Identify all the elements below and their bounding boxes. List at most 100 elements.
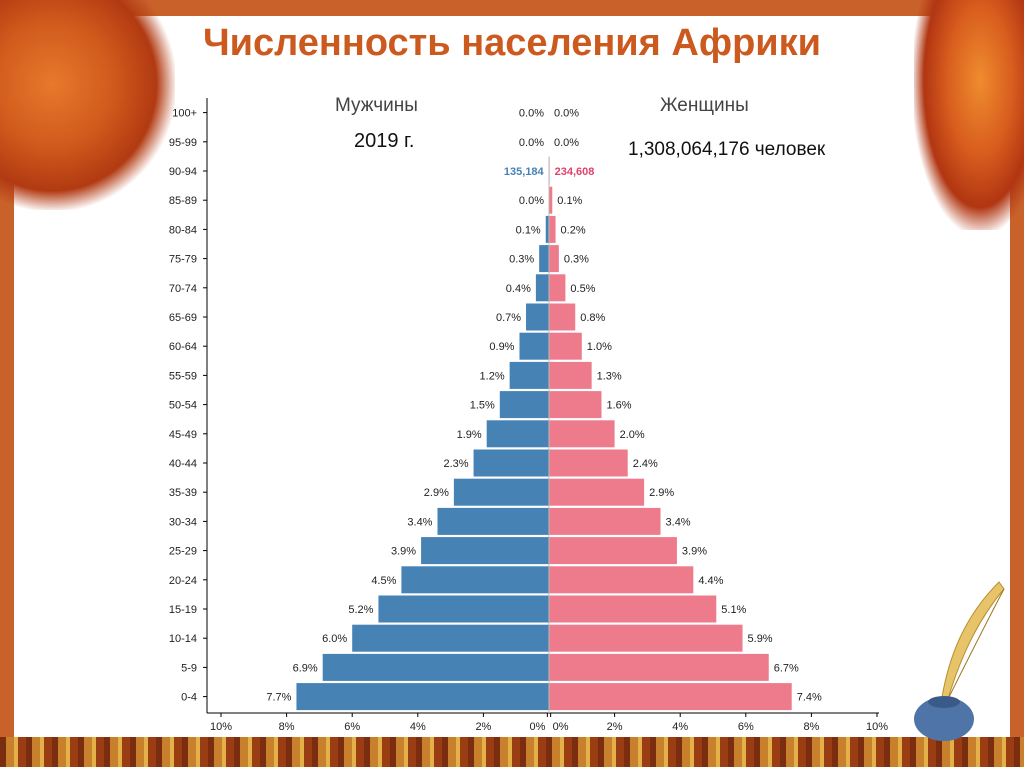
female-bar: [549, 332, 582, 360]
male-value-label: 0.0%: [519, 137, 544, 149]
female-bar: [549, 186, 553, 214]
male-bar: [486, 420, 549, 448]
frame-bottom-border: [0, 737, 1024, 767]
female-value-label: 234,608: [555, 166, 595, 178]
female-bar: [549, 595, 717, 623]
x-tick-label: 6%: [344, 721, 360, 733]
x-tick-label: 6%: [738, 721, 754, 733]
male-value-label: 3.9%: [391, 546, 416, 558]
x-tick-label: 0%: [553, 721, 569, 733]
y-tick-label: 5-9: [181, 662, 197, 674]
female-value-label: 0.0%: [554, 137, 579, 149]
female-bar: [549, 391, 602, 419]
male-value-label: 2.3%: [443, 458, 468, 470]
male-value-label: 0.9%: [489, 341, 514, 353]
y-tick-label: 70-74: [169, 283, 197, 295]
male-value-label: 1.5%: [470, 400, 495, 412]
female-bar: [549, 420, 615, 448]
female-bar: [549, 449, 628, 477]
male-value-label: 1.2%: [480, 370, 505, 382]
x-tick-label: 4%: [672, 721, 688, 733]
y-tick-label: 75-79: [169, 254, 197, 266]
y-tick-label: 15-19: [169, 604, 197, 616]
male-bar: [296, 683, 549, 711]
y-tick-label: 90-94: [169, 166, 197, 178]
female-value-label: 1.0%: [587, 341, 612, 353]
y-tick-label: 45-49: [169, 429, 197, 441]
female-bar: [549, 537, 677, 565]
male-bar: [453, 478, 549, 506]
male-value-label: 2.9%: [424, 487, 449, 499]
male-value-label: 6.9%: [293, 662, 318, 674]
male-bar: [473, 449, 549, 477]
female-value-label: 2.9%: [649, 487, 674, 499]
female-value-label: 3.9%: [682, 546, 707, 558]
slide-title: Численность населения Африки: [202, 22, 822, 64]
male-value-label: 5.2%: [348, 604, 373, 616]
y-tick-label: 65-69: [169, 312, 197, 324]
male-bar: [437, 507, 549, 535]
male-bar: [545, 215, 549, 243]
female-value-label: 2.4%: [633, 458, 658, 470]
female-bar: [549, 683, 792, 711]
male-value-label: 6.0%: [322, 633, 347, 645]
y-tick-label: 20-24: [169, 575, 197, 587]
female-value-label: 2.0%: [620, 429, 645, 441]
female-bar: [549, 361, 592, 389]
female-value-label: 0.0%: [554, 108, 579, 120]
male-value-label: 0.0%: [519, 195, 544, 207]
x-tick-label: 2%: [607, 721, 623, 733]
male-value-label: 1.9%: [457, 429, 482, 441]
male-bar: [535, 274, 549, 302]
y-tick-label: 95-99: [169, 137, 197, 149]
male-bar: [378, 595, 549, 623]
y-tick-label: 50-54: [169, 400, 197, 412]
autumn-leaves-left-decoration: [0, 0, 175, 210]
female-bar: [549, 245, 559, 273]
female-bar: [549, 624, 743, 652]
year-label: 2019 г.: [354, 130, 415, 152]
quill-inkwell-icon: [914, 581, 1005, 741]
women-label: Женщины: [660, 95, 749, 116]
x-tick-label: 10%: [210, 721, 232, 733]
male-value-label: 7.7%: [266, 692, 291, 704]
male-value-label: 0.7%: [496, 312, 521, 324]
x-tick-label: 0%: [529, 721, 545, 733]
male-bar: [352, 624, 549, 652]
male-bar: [519, 332, 549, 360]
male-value-label: 0.0%: [519, 108, 544, 120]
female-value-label: 0.1%: [557, 195, 582, 207]
male-bar: [509, 361, 549, 389]
x-tick-label: 2%: [475, 721, 491, 733]
male-value-label: 135,184: [504, 166, 545, 178]
female-bar: [549, 566, 694, 594]
y-tick-label: 35-39: [169, 487, 197, 499]
total-population-label: 1,308,064,176 человек: [628, 139, 826, 160]
female-value-label: 1.3%: [597, 370, 622, 382]
autumn-leaves-right-decoration: [914, 0, 1024, 230]
men-label: Мужчины: [335, 95, 418, 116]
female-value-label: 7.4%: [797, 692, 822, 704]
female-bar: [549, 653, 769, 681]
female-value-label: 0.3%: [564, 254, 589, 266]
y-tick-label: 40-44: [169, 458, 197, 470]
female-bar: [549, 478, 645, 506]
female-value-label: 1.6%: [606, 400, 631, 412]
female-bar: [549, 215, 556, 243]
y-tick-label: 10-14: [169, 633, 197, 645]
male-value-label: 4.5%: [371, 575, 396, 587]
y-tick-label: 55-59: [169, 370, 197, 382]
y-tick-label: 0-4: [181, 692, 197, 704]
female-value-label: 5.9%: [748, 633, 773, 645]
male-value-label: 0.1%: [516, 224, 541, 236]
female-value-label: 6.7%: [774, 662, 799, 674]
female-value-label: 0.2%: [561, 224, 586, 236]
male-bar: [401, 566, 549, 594]
male-bar: [499, 391, 549, 419]
female-bar: [549, 507, 661, 535]
female-bar: [549, 303, 576, 331]
x-tick-label: 4%: [410, 721, 426, 733]
female-bar: [549, 274, 566, 302]
female-value-label: 0.8%: [580, 312, 605, 324]
